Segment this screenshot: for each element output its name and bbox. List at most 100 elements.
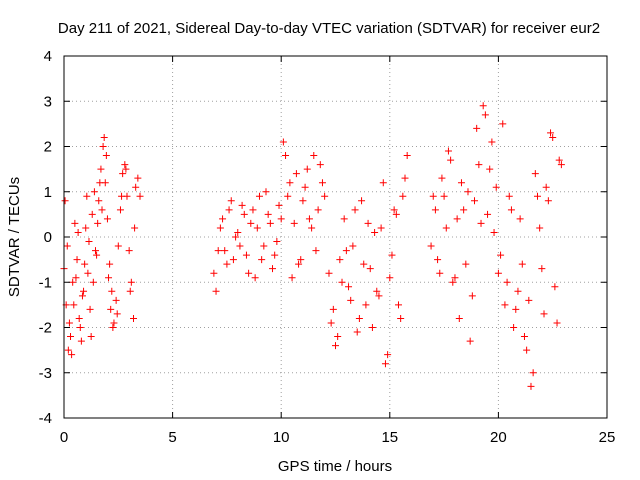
data-point (74, 228, 82, 236)
data-point (247, 219, 255, 227)
data-point (473, 124, 481, 132)
data-point (384, 351, 392, 359)
data-point (462, 260, 470, 268)
data-point (223, 260, 231, 268)
data-point (88, 210, 96, 218)
data-point (96, 179, 104, 187)
x-tick-label: 0 (60, 429, 68, 446)
data-point (464, 188, 472, 196)
y-tick-label: 4 (44, 48, 52, 65)
data-point (332, 342, 339, 350)
chart-title: Day 211 of 2021, Sidereal Day-to-day VTE… (58, 20, 600, 37)
x-tick-label: 10 (273, 429, 290, 446)
data-point (70, 301, 78, 309)
data-point (518, 260, 526, 268)
data-point (255, 192, 263, 200)
data-point (390, 206, 398, 214)
data-point (125, 247, 133, 255)
data-point (299, 197, 307, 205)
data-point (449, 278, 457, 286)
data-point (119, 170, 127, 178)
data-point (105, 274, 113, 282)
data-point (284, 192, 292, 200)
y-tick-label: -4 (39, 410, 52, 427)
data-point (347, 296, 355, 304)
data-point (99, 143, 107, 150)
data-point (507, 206, 515, 214)
data-point (113, 310, 121, 318)
data-point (305, 215, 313, 223)
data-point (503, 278, 511, 286)
data-point (71, 219, 79, 227)
grid (64, 56, 607, 418)
data-point (533, 192, 541, 200)
data-point (301, 183, 309, 191)
data-point (279, 138, 287, 146)
data-point (127, 278, 135, 286)
data-point (93, 251, 101, 259)
data-point (355, 314, 363, 322)
data-point (360, 260, 368, 268)
data-point (364, 219, 372, 227)
data-point (214, 247, 222, 255)
data-point (538, 265, 546, 273)
x-tick-label: 15 (381, 429, 398, 446)
data-point (499, 120, 507, 128)
data-point (329, 305, 337, 313)
data-point (130, 314, 138, 322)
data-point (112, 296, 120, 304)
data-point (229, 256, 237, 264)
data-point (436, 269, 444, 277)
data-point (286, 179, 294, 187)
data-point (488, 138, 496, 146)
data-point (221, 247, 229, 255)
data-point (271, 251, 279, 259)
data-point (312, 247, 320, 255)
data-point (321, 192, 329, 200)
data-point (83, 192, 91, 200)
data-point (78, 292, 86, 300)
data-point (91, 247, 99, 255)
data-point (69, 278, 77, 286)
data-point (497, 251, 505, 259)
data-point (531, 170, 539, 178)
data-point (529, 369, 537, 377)
data-point (379, 179, 387, 187)
data-point (260, 242, 268, 250)
data-point (427, 242, 435, 250)
data-point (457, 179, 465, 187)
data-point (282, 152, 290, 160)
data-point (381, 360, 389, 368)
data-point (362, 301, 370, 309)
data-point (392, 210, 400, 218)
y-axis-label: SDTVAR / TECUs (6, 177, 23, 297)
data-point (523, 346, 531, 354)
data-point (388, 251, 396, 259)
data-point (540, 310, 548, 318)
data-point (460, 206, 468, 214)
data-point (290, 219, 298, 227)
data-point (232, 233, 240, 241)
data-point (510, 324, 518, 331)
data-point (251, 274, 259, 282)
data-point (65, 319, 73, 327)
data-point (131, 224, 139, 232)
data-point (76, 324, 84, 331)
data-point (77, 337, 85, 345)
data-point (295, 260, 303, 268)
data-point (297, 256, 305, 264)
data-point (368, 324, 376, 331)
data-point (514, 287, 522, 295)
data-point (447, 156, 455, 164)
data-point (477, 219, 485, 227)
data-point (349, 242, 357, 250)
data-point (468, 292, 476, 300)
data-point (216, 224, 224, 232)
x-tick-label: 5 (168, 429, 176, 446)
data-point (87, 333, 95, 341)
data-point (236, 242, 244, 250)
data-point (536, 224, 544, 232)
data-point (266, 219, 274, 227)
data-point (316, 161, 324, 169)
